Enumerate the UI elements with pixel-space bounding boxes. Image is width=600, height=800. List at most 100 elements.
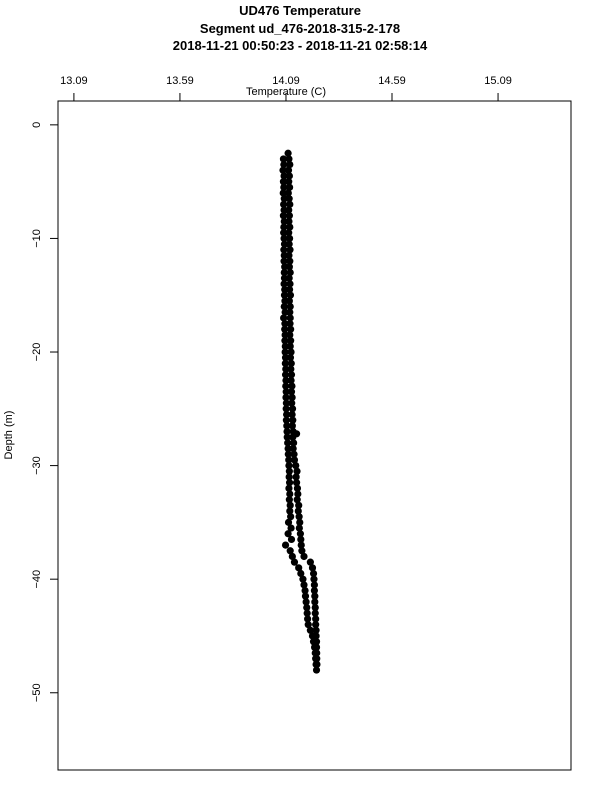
data-point [293,467,301,475]
data-point [288,410,296,419]
data-point [293,496,301,504]
data-point [284,450,292,458]
chart-subtitle: Segment ud_476-2018-315-2-178 [199,21,401,36]
data-point [284,166,293,174]
data-point [290,439,298,447]
data-point [280,172,288,180]
data-point [287,365,295,373]
data-point [286,200,294,208]
data-point [287,337,295,345]
data-point [285,251,293,260]
data-point [281,541,290,549]
data-point [304,621,312,629]
data-point [286,291,295,299]
data-point [281,337,289,345]
data-point [312,626,320,634]
data-point [285,234,294,243]
data-point [280,314,288,322]
data-point [284,518,293,526]
data-point [280,200,288,208]
y-axis-label: Depth (m) [3,411,15,460]
x-tick-label: 14.09 [272,75,300,87]
data-point [290,558,299,566]
data-point [285,206,293,214]
data-point [285,461,293,470]
data-point [295,501,303,509]
data-point [279,212,288,220]
data-point [292,461,300,470]
data-point [280,161,288,169]
data-point [286,223,294,231]
data-point [286,302,294,311]
data-point [290,456,299,464]
data-point [285,229,293,237]
data-point [296,530,304,538]
data-point [288,399,296,407]
data-point [298,547,306,555]
data-point [313,660,321,668]
data-point [311,603,319,612]
x-tick-label: 15.09 [484,75,512,87]
data-points [279,149,321,674]
data-point [287,348,295,356]
data-point [280,183,288,191]
data-point [285,217,293,225]
data-point [286,501,294,509]
data-point [287,376,295,385]
data-point [300,552,308,561]
data-point [285,297,293,305]
data-point [286,354,295,362]
data-point [280,223,288,231]
data-point [287,535,296,544]
data-point [310,575,318,583]
data-point [286,490,294,498]
data-point [312,632,320,640]
data-point [280,291,289,299]
data-point [280,302,288,311]
data-point [283,433,291,441]
data-point [300,581,308,589]
data-point [313,655,321,663]
data-point [288,393,296,402]
data-point [292,479,301,487]
y-tick-label: −10 [31,229,43,248]
data-point [280,229,288,237]
data-point [312,621,320,629]
data-point [312,643,321,651]
x-axis-label: Temperature (C) [246,86,326,98]
data-point [295,513,303,521]
data-point [285,240,293,248]
data-point [280,280,288,288]
data-point [310,586,318,595]
data-point [312,638,321,646]
data-point [282,376,290,385]
data-point [297,535,305,544]
data-point [279,166,287,174]
data-point [289,444,297,453]
data-point [285,195,293,203]
y-tick-label: −40 [31,570,43,589]
data-point [285,172,293,180]
data-point [302,598,310,606]
data-point [287,325,295,333]
data-point [281,371,290,379]
data-point [301,592,310,600]
data-point [309,569,318,578]
data-point [279,178,288,186]
data-point [285,178,293,186]
data-point [280,268,288,277]
data-point [282,365,290,373]
data-point [294,490,302,498]
data-point [290,450,298,458]
data-point [281,348,289,356]
data-point [306,558,314,566]
data-point [301,586,309,595]
data-point [293,484,302,492]
data-point [295,524,303,532]
data-point [286,280,294,288]
data-point [285,479,294,487]
data-point [312,615,320,623]
data-point [304,615,312,623]
data-point [286,161,294,169]
data-point [311,592,319,600]
